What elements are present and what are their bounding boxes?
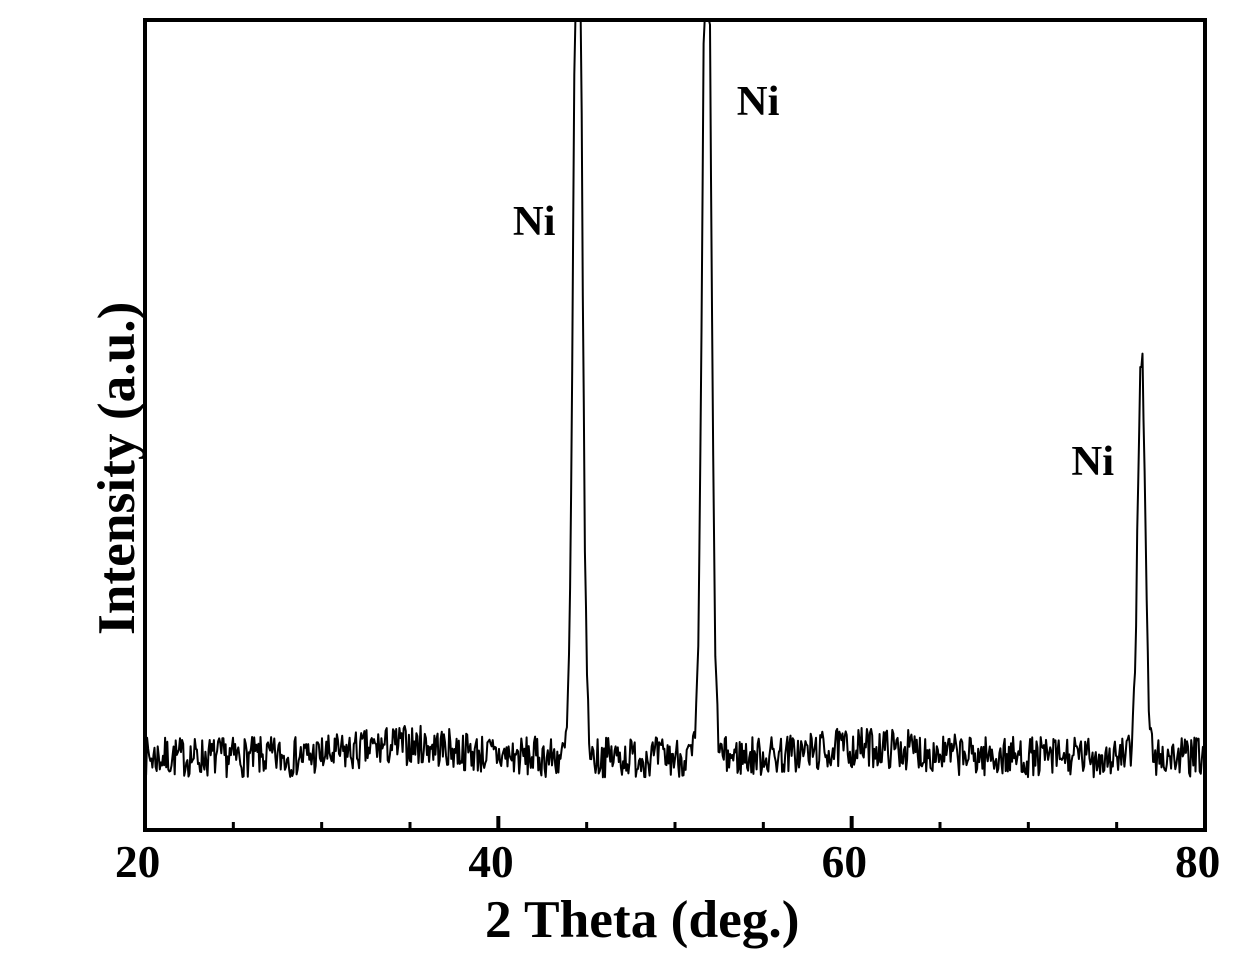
peak-label: Ni <box>737 77 780 126</box>
x-axis-label: 2 Theta (deg.) <box>485 888 800 950</box>
xrd-trace <box>145 20 1205 777</box>
xrd-chart: 20 40 60 80 2 Theta (deg.) Intensity (a.u.) Ni… <box>0 0 1240 966</box>
plot-border <box>145 20 1205 830</box>
x-tick-label: 80 <box>1175 836 1220 888</box>
x-tick-label: 60 <box>822 836 867 888</box>
peak-label: Ni <box>1071 437 1114 486</box>
x-tick-label: 40 <box>468 836 513 888</box>
chart-svg <box>0 0 1240 966</box>
peak-label: Ni <box>513 197 556 246</box>
y-axis-label: Intensity (a.u.) <box>85 302 147 635</box>
x-tick-label: 20 <box>115 836 160 888</box>
